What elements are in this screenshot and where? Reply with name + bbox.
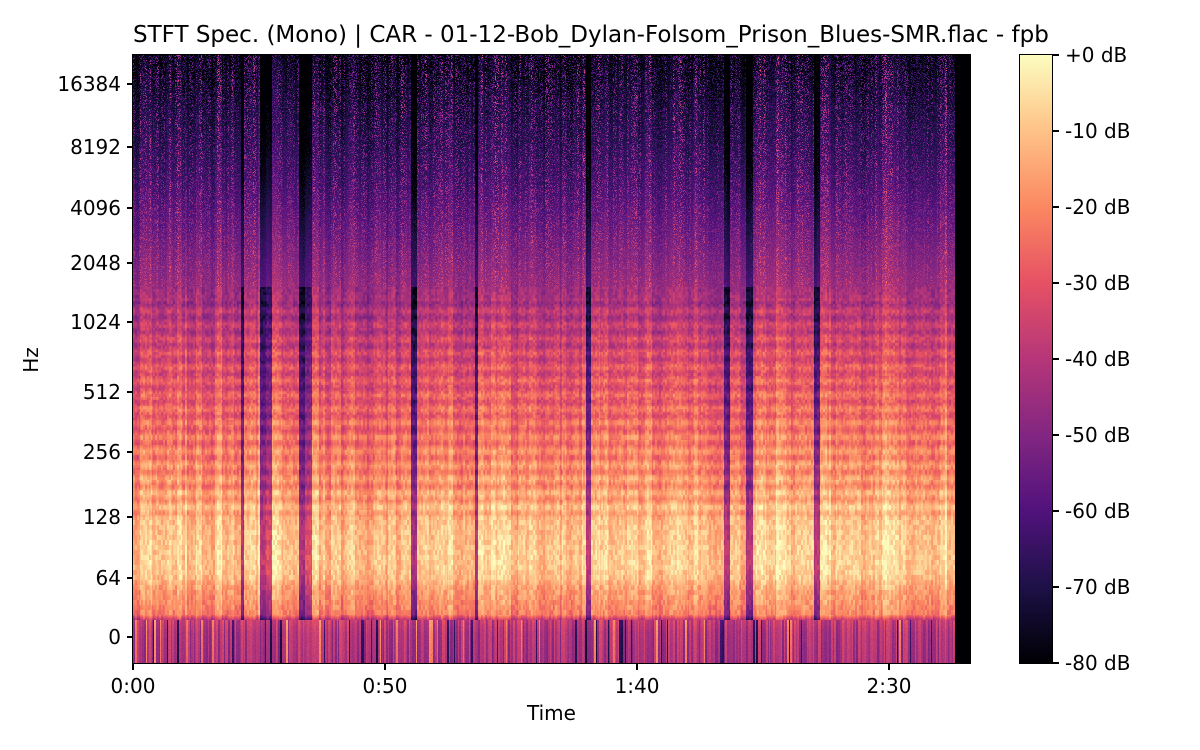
y-tick-mark	[127, 261, 133, 264]
y-tick-label: 256	[82, 440, 121, 465]
x-tick-mark	[384, 663, 387, 670]
colorbar-tick-mark	[1053, 206, 1059, 208]
colorbar-tick-label: -40 dB	[1065, 347, 1131, 371]
y-tick-label: 128	[82, 505, 121, 530]
colorbar-tick-mark	[1053, 54, 1059, 56]
colorbar-tick-label: -80 dB	[1065, 651, 1131, 675]
x-tick-mark	[132, 663, 134, 670]
colorbar-tick-label: -20 dB	[1065, 195, 1131, 219]
colorbar-tick-mark	[1053, 586, 1059, 588]
colorbar-tick-label: -50 dB	[1065, 423, 1131, 447]
y-tick-label: 8192	[70, 134, 121, 159]
y-tick-label: 2048	[70, 250, 121, 275]
x-tick-mark	[887, 663, 890, 670]
y-tick-mark	[127, 320, 133, 323]
colorbar-tick-mark	[1053, 510, 1059, 512]
x-tick-label: 1:40	[614, 674, 660, 698]
figure-title: STFT Spec. (Mono) | CAR - 01-12-Bob_Dyla…	[133, 22, 1049, 48]
colorbar-tick-label: -60 dB	[1065, 499, 1131, 523]
y-tick-label: 64	[95, 565, 121, 590]
colorbar-tick-mark	[1053, 434, 1059, 436]
y-tick-mark	[127, 207, 133, 210]
y-tick-label: 16384	[57, 72, 121, 97]
x-tick-label: 0:00	[110, 674, 156, 698]
y-tick-mark	[127, 635, 133, 638]
colorbar-tick-label: -10 dB	[1065, 119, 1131, 143]
x-tick-mark	[636, 663, 639, 670]
x-tick-label: 0:50	[362, 674, 408, 698]
x-tick-label: 2:30	[866, 674, 912, 698]
colorbar	[1019, 54, 1053, 664]
y-tick-label: 512	[82, 379, 121, 404]
y-tick-mark	[127, 576, 133, 579]
y-tick-mark	[127, 390, 133, 393]
spectrogram-image	[133, 55, 970, 663]
y-tick-label: 4096	[70, 196, 121, 221]
colorbar-tick-mark	[1053, 130, 1059, 132]
y-axis-label: Hz	[19, 347, 43, 373]
colorbar-tick-label: -70 dB	[1065, 575, 1131, 599]
colorbar-tick-mark	[1053, 282, 1059, 284]
colorbar-tick-label: -30 dB	[1065, 271, 1131, 295]
y-tick-mark	[127, 451, 133, 454]
y-tick-mark	[127, 145, 133, 148]
y-tick-mark	[127, 83, 133, 86]
y-tick-label: 1024	[70, 309, 121, 334]
colorbar-tick-label: +0 dB	[1065, 43, 1128, 67]
x-axis-label: Time	[527, 701, 576, 725]
y-tick-label: 0	[108, 624, 121, 649]
colorbar-tick-mark	[1053, 662, 1059, 664]
colorbar-tick-mark	[1053, 358, 1059, 360]
plot-area-border	[132, 54, 971, 664]
y-tick-mark	[127, 516, 133, 519]
